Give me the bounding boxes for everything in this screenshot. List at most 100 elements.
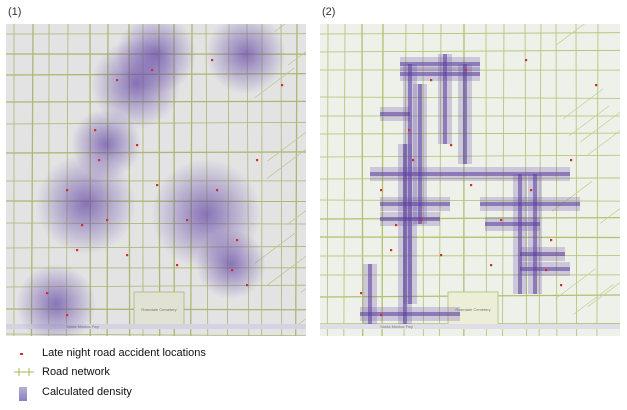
road (575, 24, 578, 336)
accident-point (94, 129, 97, 132)
road (254, 67, 295, 99)
road (280, 24, 283, 336)
road (580, 111, 620, 142)
road (320, 217, 620, 220)
legend-accidents: Late night road accident locations (42, 347, 206, 359)
accident-point (66, 314, 69, 317)
accident-point (595, 84, 598, 87)
road (287, 51, 306, 66)
accident-point (216, 189, 219, 192)
road (586, 130, 620, 156)
road (326, 24, 329, 336)
accident-point (231, 269, 234, 272)
accident-point (81, 224, 84, 227)
density-blob (16, 264, 96, 336)
road (568, 105, 609, 137)
accident-point (525, 59, 528, 62)
accident-point (440, 254, 443, 257)
accident-point (470, 184, 473, 187)
density-blob (206, 24, 286, 94)
road (502, 24, 505, 336)
road (295, 318, 306, 327)
cemetery-label: Rosedale Cemetery (141, 307, 176, 312)
accident-point (500, 219, 503, 222)
road (320, 32, 620, 35)
accident-point (256, 159, 259, 162)
accident-point (151, 69, 154, 72)
road (320, 96, 620, 99)
accident-point (395, 224, 398, 227)
map-panel-2[interactable]: Rosedale Cemetery Santa Monica Fwy (320, 24, 620, 336)
accident-point (490, 264, 493, 267)
density-legend-icon (19, 387, 27, 401)
accident-point (176, 264, 179, 267)
accident-point (136, 144, 139, 147)
accident-point (186, 219, 189, 222)
accident-point (450, 144, 453, 147)
density-blob (196, 229, 266, 299)
road (524, 24, 527, 336)
density-haze (6, 24, 306, 336)
road (381, 24, 384, 336)
accident-point (236, 239, 239, 242)
density-blob (116, 24, 196, 94)
road (320, 154, 620, 158)
accident-point (76, 249, 79, 252)
accident-point (560, 284, 563, 287)
accident-point (46, 292, 49, 295)
road (599, 208, 620, 224)
freeway (6, 324, 306, 329)
cemetery-label: Rosedale Cemetery (455, 307, 490, 312)
road (288, 210, 306, 225)
panel-2-label: (2) (322, 6, 336, 18)
accident-point (530, 189, 533, 192)
density-blob (71, 109, 141, 179)
road-legend-icon (14, 368, 34, 376)
accident-point (465, 69, 468, 72)
accident-point (420, 219, 423, 222)
road (343, 24, 346, 336)
road (562, 88, 604, 120)
freeway-label: Santa Monica Fwy (380, 324, 413, 329)
road (267, 131, 306, 162)
legend-density: Calculated density (42, 386, 132, 398)
legend-roads: Road network (42, 366, 110, 378)
accident-point (66, 189, 69, 192)
accident-point (570, 159, 573, 162)
road (587, 282, 620, 307)
cemetery-area (447, 291, 499, 327)
road (320, 49, 620, 53)
accident-point (116, 79, 119, 82)
density-layer (360, 54, 580, 324)
accident-point (281, 84, 284, 87)
road (551, 181, 593, 212)
accident-point (550, 239, 553, 242)
road (573, 283, 614, 315)
accident-point (545, 269, 548, 272)
cemetery-area (133, 291, 185, 327)
accident-point (246, 284, 249, 287)
accident-point (360, 292, 363, 295)
panel-1-label: (1) (8, 6, 22, 18)
accident-point (412, 159, 415, 162)
accident-point (408, 129, 411, 132)
road (320, 199, 620, 202)
accident-point (390, 249, 393, 252)
accident-point (380, 189, 383, 192)
road (295, 24, 298, 336)
road (538, 24, 542, 336)
map-2-svg: Rosedale Cemetery Santa Monica Fwy (320, 24, 620, 336)
road (266, 255, 306, 286)
road (555, 24, 585, 46)
accident-point (98, 159, 101, 162)
accident-point (126, 254, 129, 257)
accident-point (211, 59, 214, 62)
density-blob (36, 154, 136, 254)
accident-point (380, 314, 383, 317)
road (274, 24, 286, 32)
road (596, 24, 599, 336)
accident-point (156, 184, 159, 187)
accident-legend-icon (20, 353, 23, 355)
